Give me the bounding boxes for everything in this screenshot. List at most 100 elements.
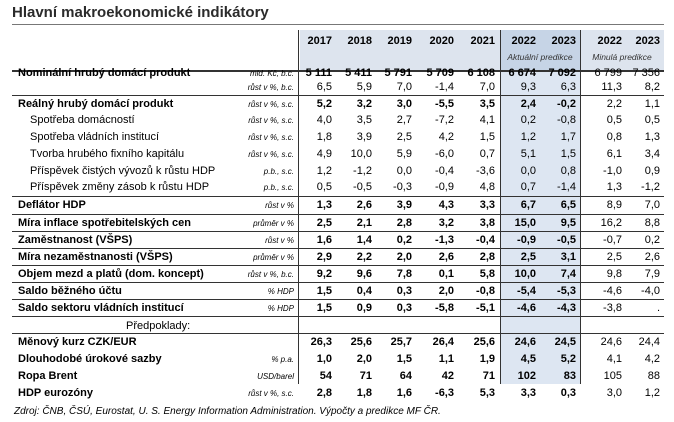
table-cell: -1,2	[641, 181, 660, 193]
table-cell: 9,6	[356, 268, 372, 280]
table-cell: 3,9	[356, 131, 372, 143]
table-cell: 4,9	[316, 148, 332, 160]
table-cell: 64	[399, 370, 412, 382]
table-cell: 3,9	[396, 199, 412, 211]
table-cell: 3,2	[356, 98, 372, 110]
table-cell: 3,0	[606, 387, 622, 399]
row-unit: % p.a.	[271, 355, 294, 364]
table-cell: 6,5	[560, 199, 576, 211]
row-label: Měnový kurz CZK/EUR	[18, 336, 137, 348]
year-header: 2023	[635, 35, 660, 47]
table-cell: 5,9	[356, 81, 372, 93]
table-cell: -0,4	[435, 165, 454, 177]
table-cell: 1,4	[356, 234, 372, 246]
table-cell: 2,0	[356, 353, 372, 365]
table-cell: 8,8	[644, 217, 660, 229]
row-unit: růst v %, s.c.	[248, 100, 294, 109]
row-label: Předpoklady:	[126, 320, 191, 332]
table-row: Měnový kurz CZK/EUR 26,3 25,6 25,7 26,4 25,6 2…	[0, 336, 674, 351]
year-header: 2022	[597, 35, 622, 47]
year-header: 2018	[347, 35, 372, 47]
table-cell: 83	[563, 370, 576, 382]
table-cell: -0,5	[353, 181, 372, 193]
table-cell: -0,8	[557, 114, 576, 126]
header-rule	[12, 70, 664, 72]
table-cell: 0,1	[438, 268, 454, 280]
table-cell: 15,0	[514, 217, 536, 229]
row-unit: % HDP	[267, 304, 294, 313]
table-cell: 6,5	[316, 81, 332, 93]
table-cell: 1,5	[316, 302, 332, 314]
table-cell: 8,9	[606, 199, 622, 211]
table-cell: 0,4	[356, 285, 372, 297]
table-cell: 1,8	[316, 131, 332, 143]
row-label: Dlouhodobé úrokové sazby	[18, 353, 162, 365]
row-unit: růst v %, s.c.	[248, 150, 294, 159]
table-row: růst v %, b.c. 6,5 5,9 7,0 -1,4 7,0 9,3 6,3 11,3…	[0, 81, 674, 96]
table-cell: 24,5	[554, 336, 576, 348]
table-cell: 0,3	[396, 302, 412, 314]
table-cell: -0,7	[603, 234, 622, 246]
row-label: Míra nezaměstnanosti (VŠPS)	[18, 251, 173, 263]
table-cell: 71	[482, 370, 495, 382]
table-cell: 2,7	[396, 114, 412, 126]
table-cell: 6 799	[594, 67, 622, 79]
table-cell: 24,6	[514, 336, 536, 348]
table-cell: 0,2	[520, 114, 536, 126]
table-cell: 0,0	[396, 165, 412, 177]
table-cell: 10,0	[514, 268, 536, 280]
table-row: Míra nezaměstnanosti (VŠPS) průměr v % 2,9…	[0, 251, 674, 266]
table-row: Spotřeba domácností růst v %, s.c. 4,0 3,5 2…	[0, 114, 674, 129]
table-cell: -5,4	[517, 285, 536, 297]
row-rule	[12, 196, 664, 197]
table-cell: 1,2	[520, 131, 536, 143]
table-row: Deflátor HDP růst v % 1,3 2,6 3,9 4,3 3,3 6,7 6,…	[0, 199, 674, 214]
table-cell: 7 356	[632, 67, 660, 79]
table-cell: 3,1	[560, 251, 576, 263]
table-cell: 2,2	[356, 251, 372, 263]
table-cell: 1,2	[644, 387, 660, 399]
table-row: Nominální hrubý domácí produkt mld. Kč, b…	[0, 67, 674, 82]
column-divider	[298, 30, 299, 384]
table-cell: 1,1	[438, 353, 454, 365]
table-cell: 3,3	[520, 387, 536, 399]
table-cell: -6,0	[435, 148, 454, 160]
year-header: 2021	[470, 35, 495, 47]
year-header: 2017	[307, 35, 332, 47]
table-cell: 2,4	[520, 98, 536, 110]
table-cell: -4,6	[603, 285, 622, 297]
table-cell: -4,3	[557, 302, 576, 314]
row-unit: růst v %, s.c.	[248, 133, 294, 142]
table-cell: 2,0	[438, 285, 454, 297]
table-row: Příspěvek změny zásob k růstu HDP p.b., s…	[0, 181, 674, 196]
table-cell: 1,5	[316, 285, 332, 297]
table-row: Příspěvek čistých vývozů k růstu HDP p.b.…	[0, 165, 674, 180]
table-cell: 7,0	[644, 199, 660, 211]
table-cell: 2,6	[644, 251, 660, 263]
table-cell: 4,5	[520, 353, 536, 365]
row-unit: růst v %, s.c.	[248, 389, 294, 398]
row-unit: růst v %	[265, 201, 294, 210]
table-cell: -3,6	[476, 165, 495, 177]
table-row: HDP eurozóny růst v %, s.c. 2,8 1,8 1,6 -6,3 5…	[0, 387, 674, 402]
row-label: Spotřeba vládních institucí	[30, 131, 160, 143]
table-cell: 5,1	[520, 148, 536, 160]
year-header: 2023	[551, 35, 576, 47]
table-cell: 7,0	[479, 81, 495, 93]
row-unit: USD/barel	[257, 372, 294, 381]
row-label: Ropa Brent	[18, 370, 78, 382]
table-cell: 105	[603, 370, 622, 382]
table-cell: 4,1	[479, 114, 495, 126]
top-rule	[12, 24, 664, 25]
table-cell: 3,0	[396, 98, 412, 110]
table-cell: 5,3	[479, 387, 495, 399]
row-rule	[12, 282, 664, 283]
table-cell: 2,6	[438, 251, 454, 263]
table-cell: 2,8	[479, 251, 495, 263]
table-cell: 1,1	[644, 98, 660, 110]
table-row: Ropa Brent USD/barel 54 71 64 42 71 102 83 105 88	[0, 370, 674, 385]
table-cell: 16,2	[600, 217, 622, 229]
table-cell: 5,2	[316, 98, 332, 110]
table-cell: 11,3	[601, 81, 622, 93]
table-cell: -6,3	[435, 387, 454, 399]
